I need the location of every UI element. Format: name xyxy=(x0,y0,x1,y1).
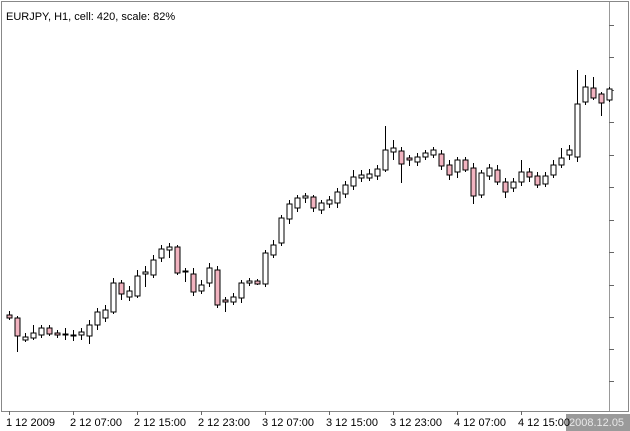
candle-body xyxy=(22,336,29,341)
candle-body xyxy=(294,197,301,209)
candle-body xyxy=(190,273,197,293)
candle-body xyxy=(246,280,253,284)
candle-body xyxy=(182,270,189,273)
x-tick-label: 3 12 15:00 xyxy=(326,417,378,429)
x-tick-label: 4 12 15:00 xyxy=(518,417,570,429)
candle-body xyxy=(318,202,325,211)
candle-body xyxy=(510,181,517,189)
candle-body xyxy=(582,86,589,103)
candle-body xyxy=(166,246,173,251)
candle-body xyxy=(478,172,485,196)
candle-body xyxy=(62,333,69,336)
candle-body xyxy=(286,203,293,220)
candle-body xyxy=(302,195,309,199)
candle-body xyxy=(150,259,157,276)
x-tick-label: 2 12 15:00 xyxy=(134,417,186,429)
candle-body xyxy=(54,332,61,336)
candle-body xyxy=(102,309,109,319)
candle-body xyxy=(534,175,541,186)
candle-body xyxy=(366,173,373,179)
candle-body xyxy=(454,159,461,173)
candle-body xyxy=(38,327,45,336)
candle-body xyxy=(406,157,413,161)
candle-body xyxy=(422,152,429,158)
candle-body xyxy=(342,184,349,195)
candle-body xyxy=(334,191,341,204)
chart-title: EURJPY, H1, cell: 420, scale: 82% xyxy=(6,11,175,23)
candle-body xyxy=(30,332,37,339)
candle-body xyxy=(462,159,469,171)
candle-body xyxy=(230,296,237,303)
x-tick-label: 4 12 07:00 xyxy=(454,417,506,429)
candle-body xyxy=(310,196,317,209)
candle-body xyxy=(558,157,565,166)
candle-body xyxy=(238,282,245,299)
candle-body xyxy=(398,150,405,165)
candle-body xyxy=(86,324,93,337)
cursor-label: 2008.12.05 xyxy=(569,417,624,429)
candle-body xyxy=(14,317,21,337)
candle-body xyxy=(222,299,229,303)
candle-body xyxy=(350,176,357,187)
candle-body xyxy=(486,167,493,177)
candle-body xyxy=(382,149,389,171)
candle-body xyxy=(526,171,533,178)
candle-body xyxy=(598,93,605,104)
candle-body xyxy=(174,246,181,274)
candle-body xyxy=(430,149,437,156)
candle-body xyxy=(438,153,445,167)
candle-body xyxy=(470,167,477,197)
x-tick-label: 3 12 23:00 xyxy=(390,417,442,429)
candle-body xyxy=(414,156,421,163)
candle-body xyxy=(446,164,453,176)
candle-body xyxy=(78,331,85,336)
candle-body xyxy=(262,252,269,285)
candle-body xyxy=(542,175,549,185)
candle-body xyxy=(6,314,13,319)
candle-body xyxy=(206,267,213,284)
candle-body xyxy=(374,168,381,177)
candle-body xyxy=(494,169,501,183)
candle-body xyxy=(198,284,205,292)
candle-body xyxy=(590,87,597,99)
candle-body xyxy=(254,280,261,285)
candle-body xyxy=(126,290,133,298)
x-tick-label: 2 12 07:00 xyxy=(70,417,122,429)
candle-body xyxy=(118,282,125,295)
candle-body xyxy=(606,88,613,101)
candle-body xyxy=(70,334,77,337)
candle-body xyxy=(390,147,397,153)
x-tick-label: 2 12 23:00 xyxy=(198,417,250,429)
candle-body xyxy=(142,271,149,275)
candle-body xyxy=(502,181,509,193)
candle-body xyxy=(574,103,581,158)
candle-body xyxy=(326,199,333,205)
candle-body xyxy=(134,275,141,297)
candle-body xyxy=(358,174,365,179)
candle-body xyxy=(270,244,277,256)
candle-body xyxy=(46,327,53,335)
x-tick-label: 3 12 07:00 xyxy=(262,417,314,429)
candle-body xyxy=(94,311,101,326)
candle-body xyxy=(550,164,557,176)
candle-body xyxy=(110,282,117,313)
candle-body xyxy=(518,171,525,183)
candle-body xyxy=(158,248,165,259)
candle-body xyxy=(278,217,285,244)
cursor-label-box xyxy=(566,414,630,431)
candle-body xyxy=(214,269,221,306)
x-tick-label: 1 12 2009 xyxy=(6,417,55,429)
candle-body xyxy=(566,149,573,156)
